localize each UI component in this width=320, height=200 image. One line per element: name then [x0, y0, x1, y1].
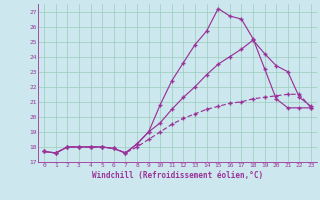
X-axis label: Windchill (Refroidissement éolien,°C): Windchill (Refroidissement éolien,°C) — [92, 171, 263, 180]
